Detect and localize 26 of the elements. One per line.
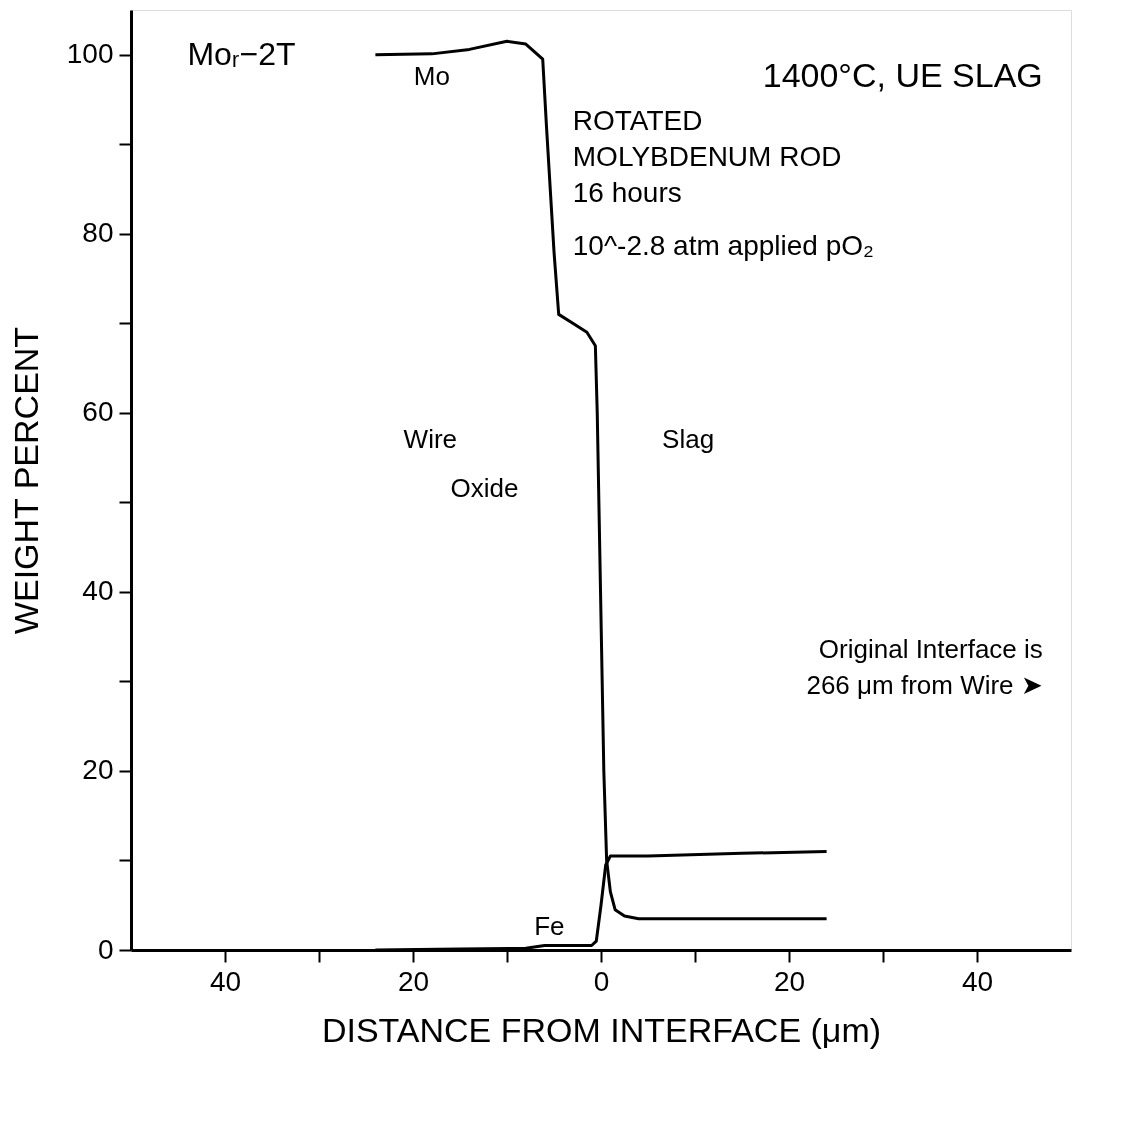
x-tick-label: 0	[593, 965, 610, 997]
annotation: Oxide	[450, 472, 519, 503]
x-tick-label: 40	[209, 965, 242, 997]
annotation: MOLYBDENUM ROD	[572, 140, 842, 172]
x-tick-label: 20	[773, 965, 806, 997]
annotation: 266 μm from Wire ➤	[806, 669, 1043, 700]
series-label: Mo	[413, 61, 450, 92]
x-tick-label: 40	[961, 965, 994, 997]
annotation: ROTATED	[572, 104, 703, 136]
annotation: 10^-2.8 atm applied pO₂	[572, 230, 874, 262]
y-tick-label: 0	[97, 933, 114, 965]
y-tick-label: 20	[82, 754, 114, 786]
y-tick-label: 100	[66, 38, 114, 70]
y-axis-title: WEIGHT PERCENT	[6, 326, 45, 635]
y-tick-label: 80	[82, 217, 114, 249]
annotation: 1400°C, UE SLAG	[762, 56, 1043, 95]
x-tick-label: 20	[397, 965, 430, 997]
annotation: Wire	[403, 423, 458, 454]
y-tick-label: 40	[82, 575, 114, 607]
x-axis-title: DISTANCE FROM INTERFACE (μm)	[321, 1010, 882, 1049]
annotation: 16 hours	[572, 176, 682, 208]
annotation: Original Interface is	[818, 634, 1043, 665]
annotation: Moᵣ−2T	[187, 35, 296, 72]
series-label: Fe	[534, 910, 565, 941]
annotation: Slag	[662, 423, 715, 454]
y-tick-label: 60	[82, 396, 114, 428]
